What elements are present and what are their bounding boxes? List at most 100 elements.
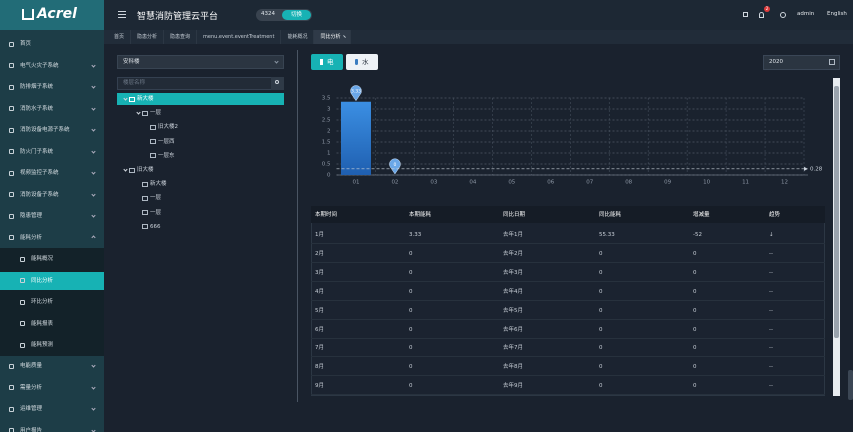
logo-bar bbox=[0, 0, 104, 30]
submenu-item[interactable]: 环比分析 bbox=[31, 299, 54, 305]
menu-icon bbox=[20, 256, 25, 262]
scrollbar-thumb[interactable] bbox=[834, 86, 839, 338]
tree-node[interactable]: 旧大楼 bbox=[137, 167, 154, 173]
tree-node[interactable]: 666 bbox=[150, 223, 161, 230]
menu-item[interactable]: 运维管理 bbox=[20, 406, 43, 412]
x-tick-label: 09 bbox=[664, 180, 671, 186]
row-divider bbox=[311, 243, 825, 244]
user-name[interactable]: admin bbox=[797, 11, 815, 17]
tab[interactable]: 首页 bbox=[108, 30, 132, 44]
menu-item[interactable]: 防排烟子系统 bbox=[20, 84, 54, 90]
menu-item[interactable]: 电能质量 bbox=[20, 363, 43, 369]
table-cell: 0 bbox=[599, 345, 603, 352]
y-tick-label: 3.5 bbox=[322, 96, 331, 102]
button-icon bbox=[355, 59, 358, 65]
tree-node[interactable]: 一层 bbox=[150, 209, 162, 216]
tree-node[interactable]: 一层 bbox=[150, 195, 162, 202]
table-cell: 0 bbox=[693, 383, 697, 390]
menu-item[interactable]: 消防水子系统 bbox=[20, 105, 54, 112]
value-label: 0 bbox=[394, 162, 397, 168]
bell-icon[interactable] bbox=[759, 12, 764, 18]
building-select[interactable]: 安科楼 bbox=[117, 55, 284, 69]
tab[interactable]: 隐患查询 bbox=[164, 30, 198, 44]
value-pin bbox=[350, 85, 362, 102]
menu-icon bbox=[9, 63, 14, 68]
average-label: 0.28 bbox=[810, 166, 823, 172]
submenu-item[interactable]: 能耗预测 bbox=[31, 342, 54, 348]
energy-type-button[interactable]: 水 bbox=[346, 54, 378, 70]
y-tick-label: 2.5 bbox=[322, 118, 331, 124]
search-input[interactable]: 楼层名称 bbox=[117, 77, 284, 90]
menu-item[interactable]: 消防设备子系统 bbox=[20, 191, 59, 198]
menu-item[interactable]: 防火门子系统 bbox=[20, 148, 54, 155]
x-tick-label: 01 bbox=[352, 180, 359, 186]
column-header: 本期能耗 bbox=[409, 212, 432, 218]
table-cell: 0 bbox=[599, 364, 603, 371]
row-divider bbox=[311, 261, 825, 263]
tree-toggle bbox=[136, 110, 141, 115]
menu-icon bbox=[9, 428, 14, 432]
menu-item[interactable]: 消防设备电源子系统 bbox=[20, 127, 70, 133]
menu-icon bbox=[20, 278, 25, 283]
tree-node[interactable]: 新大楼 bbox=[150, 181, 167, 188]
tab[interactable]: 隐患分析 bbox=[131, 30, 165, 44]
menu-item[interactable]: 需量分析 bbox=[20, 384, 43, 391]
submenu-item[interactable]: 能耗概况 bbox=[31, 256, 54, 262]
menu-icon bbox=[9, 149, 14, 154]
submenu-item[interactable]: 同比分析 bbox=[31, 277, 54, 284]
menu-active-bg bbox=[0, 271, 104, 290]
app-title: 智慧消防管理云平台 bbox=[137, 12, 219, 22]
table-cell: 0 bbox=[693, 250, 697, 257]
table-header bbox=[311, 206, 825, 223]
tree-node[interactable]: 一层东 bbox=[158, 152, 175, 159]
button-label: 电 bbox=[327, 58, 334, 66]
table-cell: 0 bbox=[409, 345, 413, 352]
table bbox=[311, 206, 825, 396]
menu-item[interactable]: 能耗分析 bbox=[20, 234, 43, 241]
row-divider bbox=[311, 375, 825, 377]
column-header: 本期时间 bbox=[315, 212, 338, 218]
folder-icon bbox=[129, 167, 135, 173]
submenu-item[interactable]: 能耗报表 bbox=[31, 320, 54, 327]
tab-close[interactable] bbox=[343, 35, 347, 38]
page-scroll bbox=[848, 370, 853, 400]
menu-icon bbox=[9, 406, 14, 412]
tab[interactable]: 同比分析 bbox=[314, 30, 352, 44]
tree-node[interactable]: 旧大楼2 bbox=[158, 124, 178, 131]
table-cell: 7月 bbox=[315, 345, 324, 352]
table-cell: 去年5月 bbox=[503, 307, 523, 314]
year-select[interactable]: 2020 bbox=[763, 55, 840, 70]
y-tick-label: 2 bbox=[327, 129, 331, 135]
bar bbox=[340, 101, 371, 175]
x-tick-label: 11 bbox=[742, 180, 749, 186]
chart: 0 0.5 1 1.5 2 2.5 3 3.5 01 02 03 04 05 06 07 08 09 10 11 12… bbox=[322, 85, 823, 186]
menu-item[interactable]: 首页 bbox=[20, 41, 32, 47]
folder-icon bbox=[142, 224, 148, 230]
folder-icon bbox=[142, 195, 148, 201]
table-cell: 去年4月 bbox=[503, 288, 523, 295]
volume-icon[interactable] bbox=[743, 12, 748, 17]
help-icon[interactable] bbox=[780, 12, 786, 18]
menu-icon bbox=[9, 127, 14, 133]
menu-item[interactable]: 用户报告 bbox=[20, 427, 43, 432]
menu-item[interactable]: 隐患管理 bbox=[20, 213, 43, 219]
table-cell: 0 bbox=[693, 288, 697, 295]
x-tick-label: 10 bbox=[703, 180, 710, 186]
menu-item[interactable]: 视频监控子系统 bbox=[20, 170, 59, 176]
menu-toggle[interactable] bbox=[118, 11, 126, 12]
tab[interactable]: 能耗概况 bbox=[281, 30, 315, 44]
tree-selected-bg bbox=[117, 93, 284, 105]
tab[interactable]: menu.event.eventTreatment bbox=[197, 30, 282, 44]
row-divider bbox=[311, 337, 825, 339]
menu-item[interactable]: 电气火灾子系统 bbox=[20, 62, 59, 69]
tree-node[interactable]: 一层 bbox=[150, 110, 162, 117]
search-icon bbox=[275, 80, 279, 84]
submenu-bg bbox=[0, 248, 104, 356]
tree-node[interactable]: 新大楼 bbox=[137, 96, 154, 102]
table-cell: 3.33 bbox=[409, 232, 422, 238]
table-cell: 0 bbox=[599, 307, 603, 314]
language[interactable]: English bbox=[827, 11, 847, 17]
energy-type-button[interactable]: 电 bbox=[311, 54, 343, 70]
switch-button[interactable]: 切换 bbox=[282, 10, 311, 20]
tree-node[interactable]: 一层西 bbox=[158, 138, 175, 145]
